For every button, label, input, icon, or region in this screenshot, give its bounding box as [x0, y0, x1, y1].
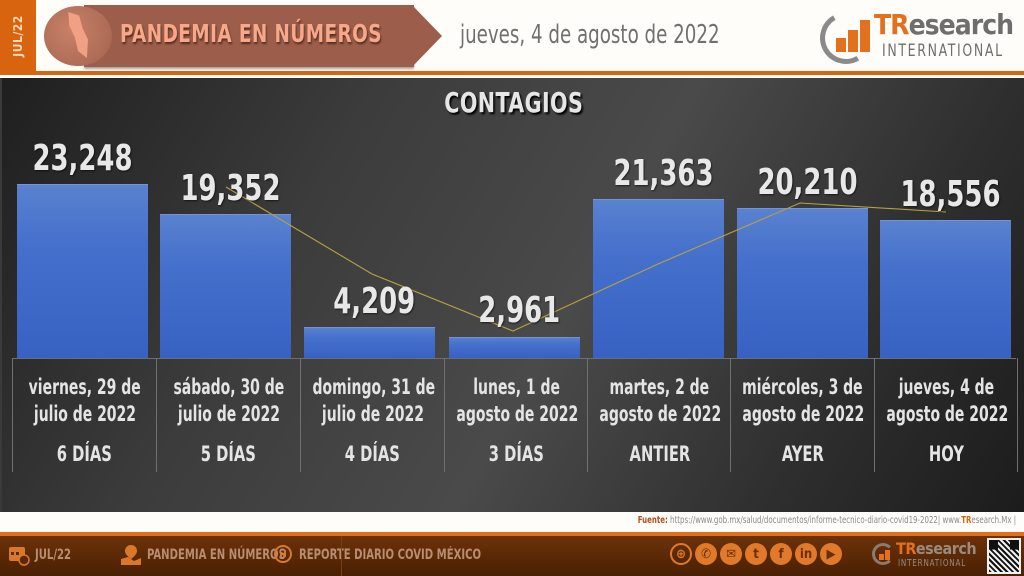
category-days: 3 DÍAS: [488, 442, 545, 466]
category-6: jueves, 4 de agosto de 2022 HOY: [874, 358, 1018, 472]
bar-value-4: 21,363: [612, 153, 713, 194]
header: JUL/22 PANDEMIA EN NÚMEROS jueves, 4 de …: [0, 0, 1024, 76]
bar-3: [449, 337, 580, 358]
banner-arrow: [412, 5, 442, 67]
footer-item-pandemia[interactable]: PANDEMIA EN NÚMEROS: [120, 544, 321, 566]
logo-arc-icon: [872, 543, 894, 565]
category-date: lunes, 1 de agosto de 2022: [456, 375, 579, 426]
bar-5: [737, 208, 868, 358]
social-links: ⊕ ✆ ✉ t f in ▶: [670, 543, 842, 565]
category-days: 4 DÍAS: [344, 442, 401, 466]
mail-icon[interactable]: ✉: [720, 543, 742, 565]
chart-bubble-icon: [274, 545, 292, 563]
footer-divider: [341, 536, 342, 576]
footer-item-reporte[interactable]: REPORTE DIARIO COVID MÉXICO: [272, 544, 527, 566]
source-line: Fuente: https://www.gob.mx/salud/documen…: [638, 515, 1016, 526]
phone-icon[interactable]: ✆: [695, 543, 717, 565]
source-label: Fuente:: [637, 515, 668, 526]
chart-panel: CONTAGIOS 23,248 19,352 4,209 2,961 21,3…: [0, 78, 1024, 512]
bar-value-6: 18,556: [899, 174, 1000, 215]
category-date: martes, 2 de agosto de 2022: [599, 375, 722, 426]
footer-item-label: REPORTE DIARIO COVID MÉXICO: [299, 547, 482, 563]
bar-value-0: 23,248: [31, 138, 132, 179]
footer-logo-title: TResearch: [896, 539, 977, 558]
category-axis: viernes, 29 de julio de 2022 6 DÍAS sábad…: [12, 358, 1018, 472]
linkedin-icon[interactable]: in: [795, 543, 817, 565]
category-date: jueves, 4 de agosto de 2022: [886, 375, 1009, 426]
tresearch-logo[interactable]: TResearch INTERNATIONAL: [814, 6, 1016, 70]
footer-item-month[interactable]: JUL/22: [8, 544, 80, 566]
category-date: domingo, 31 de julio de 2022: [312, 375, 436, 426]
map-pin-icon: [121, 545, 141, 565]
category-days: 6 DÍAS: [56, 442, 113, 466]
banner-title: PANDEMIA EN NÚMEROS: [120, 19, 382, 48]
bar-value-2: 4,209: [333, 281, 415, 322]
category-date: viernes, 29 de julio de 2022: [28, 375, 141, 426]
footer-item-label: PANDEMIA EN NÚMEROS: [147, 547, 286, 563]
category-days: HOY: [928, 442, 964, 466]
bar-value-1: 19,352: [179, 168, 280, 209]
facebook-icon[interactable]: f: [770, 543, 792, 565]
category-1: sábado, 30 de julio de 2022 5 DÍAS: [156, 358, 300, 472]
logo-title: TResearch: [874, 8, 1014, 41]
bar-value-5: 20,210: [756, 162, 857, 203]
bar-0: [17, 184, 148, 358]
site-link[interactable]: www.TResearch.Mx |: [942, 515, 1016, 526]
category-5: miércoles, 3 de agosto de 2022 AYER: [730, 358, 874, 472]
bar-value-3: 2,961: [478, 290, 560, 331]
mexico-map-icon: [68, 12, 88, 58]
x-axis: [12, 358, 1016, 359]
source-url[interactable]: https://www.gob.mx/salud/documentos/info…: [669, 515, 941, 526]
category-2: domingo, 31 de julio de 2022 4 DÍAS: [300, 358, 444, 472]
qr-code[interactable]: [987, 538, 1021, 574]
twitter-icon[interactable]: t: [745, 543, 767, 565]
side-tab-label: JUL/22: [11, 15, 25, 57]
report-date: jueves, 4 de agosto de 2022: [460, 20, 720, 50]
bar-6: [880, 220, 1011, 358]
logo-subtitle: INTERNATIONAL: [882, 41, 1004, 61]
bar-4: [593, 199, 724, 358]
banner-body: [84, 5, 414, 67]
category-4: martes, 2 de agosto de 2022 ANTIER: [587, 358, 731, 472]
footer-item-label: JUL/22: [35, 547, 72, 563]
footer-logo[interactable]: TResearch INTERNATIONAL: [870, 539, 977, 573]
category-date: sábado, 30 de julio de 2022: [173, 375, 284, 426]
logo-bars-icon: [832, 16, 872, 52]
chart-title: CONTAGIOS: [444, 86, 584, 119]
bar-2: [304, 327, 435, 358]
category-days: 5 DÍAS: [200, 442, 257, 466]
youtube-icon[interactable]: ▶: [820, 543, 842, 565]
footer: JUL/22 PANDEMIA EN NÚMEROS REPORTE DIARI…: [0, 532, 1024, 576]
title-banner: PANDEMIA EN NÚMEROS: [44, 5, 444, 67]
calendar-clock-icon: [9, 547, 30, 566]
header-divider: [0, 71, 1024, 75]
footer-logo-subtitle: INTERNATIONAL: [898, 558, 967, 569]
bar-1: [160, 214, 291, 358]
globe-icon[interactable]: ⊕: [670, 543, 692, 565]
side-tab: JUL/22: [0, 0, 36, 72]
category-0: viernes, 29 de julio de 2022 6 DÍAS: [12, 358, 156, 472]
category-days: AYER: [781, 442, 824, 466]
category-3: lunes, 1 de agosto de 2022 3 DÍAS: [444, 358, 588, 472]
category-date: miércoles, 3 de agosto de 2022: [742, 375, 865, 426]
globe-map-icon: [44, 6, 112, 66]
category-days: ANTIER: [629, 442, 690, 466]
